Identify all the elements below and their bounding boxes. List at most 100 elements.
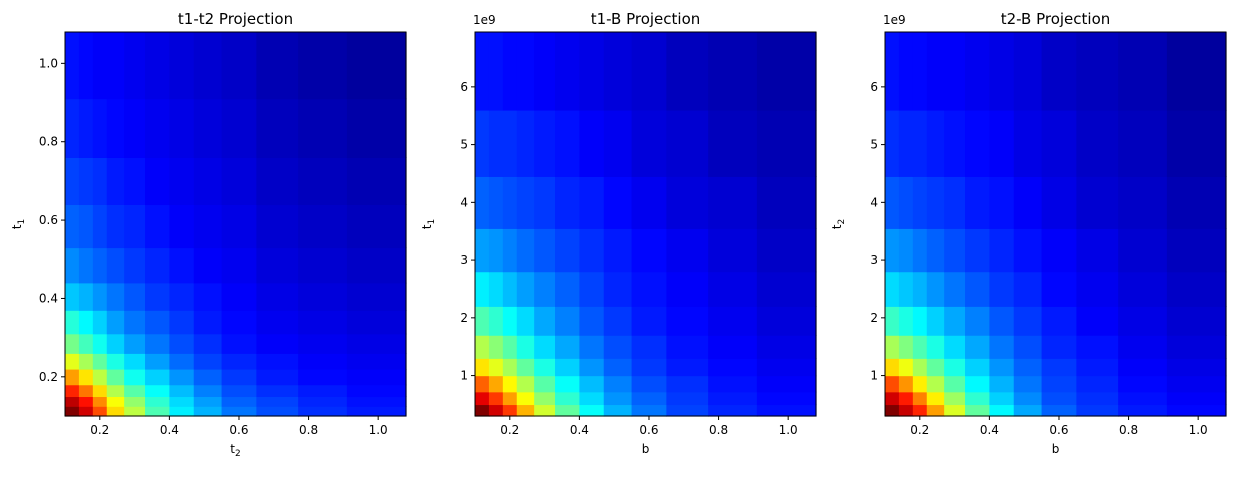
heatmap-cell <box>193 247 223 284</box>
heatmap-cell <box>885 375 900 393</box>
heatmap-cell <box>475 176 490 229</box>
heatmap-cell <box>885 176 900 229</box>
heatmap-cell <box>106 406 125 417</box>
chart-title: t2-B Projection <box>1001 10 1111 28</box>
heatmap-cell <box>756 32 817 111</box>
heatmap-cell <box>603 404 633 417</box>
heatmap-cell <box>1076 375 1119 393</box>
heatmap-cell <box>78 406 94 417</box>
heatmap-cell <box>708 306 758 336</box>
heatmap-cell <box>756 358 817 377</box>
heatmap-cell <box>534 375 556 393</box>
heatmap-cell <box>708 375 758 393</box>
heatmap-cell <box>92 384 108 398</box>
heatmap-cell <box>169 396 195 407</box>
heatmap-cell <box>488 109 504 177</box>
heatmap-cell <box>756 404 817 417</box>
heatmap-cell <box>475 271 490 307</box>
heatmap-cell <box>169 282 195 311</box>
y-tick-label: 2 <box>870 311 878 325</box>
heatmap-cell <box>221 333 257 354</box>
heatmap-cell <box>346 396 407 407</box>
heatmap-cell <box>502 306 518 336</box>
heatmap-cell <box>926 271 945 307</box>
heatmap-cell <box>298 247 348 284</box>
heatmap-cell <box>989 32 1015 111</box>
heatmap-cell <box>516 228 535 273</box>
heatmap-cell <box>912 335 928 359</box>
y-axis-label: t2 <box>830 219 847 229</box>
heatmap-cell <box>256 157 299 206</box>
x-tick-label: 0.2 <box>910 423 929 437</box>
heatmap-cell <box>124 396 146 407</box>
heatmap-cell <box>516 176 535 229</box>
heatmap-cell <box>221 396 257 407</box>
heatmap-cell <box>898 375 914 393</box>
heatmap-cell <box>1013 404 1043 417</box>
heatmap-cell <box>708 176 758 229</box>
heatmap-cell <box>603 109 633 177</box>
heatmap-cell <box>1118 391 1168 406</box>
heatmap-cell <box>1041 391 1077 406</box>
heatmap-cell <box>145 247 170 284</box>
heatmap-cell <box>1166 404 1227 417</box>
heatmap-cell <box>534 32 556 111</box>
heatmap-cell <box>912 32 928 111</box>
heatmap-cell <box>912 375 928 393</box>
heatmap-cell <box>898 358 914 377</box>
heatmap-cell <box>221 247 257 284</box>
heatmap-cell <box>475 404 490 417</box>
heatmap-cell <box>965 335 990 359</box>
heatmap-cell <box>124 98 146 158</box>
heatmap-cell <box>1013 306 1043 336</box>
y-tick-label: 3 <box>870 253 878 267</box>
heatmap-cell <box>516 391 535 406</box>
heatmap-cell <box>1166 306 1227 336</box>
heatmap-cell <box>475 109 490 177</box>
heatmap-cell <box>555 391 580 406</box>
heatmap-cell <box>708 228 758 273</box>
y-tick-label: 6 <box>870 80 878 94</box>
y-tick-label: 0.4 <box>39 291 58 305</box>
heatmap-cell <box>555 32 580 111</box>
heatmap-cell <box>488 375 504 393</box>
heatmap-cell <box>926 391 945 406</box>
heatmap-cell <box>92 333 108 354</box>
heatmap-cell <box>78 384 94 398</box>
heatmap-cell <box>502 358 518 377</box>
heatmap-cell <box>944 109 966 177</box>
x-axis-label: b <box>1052 442 1060 456</box>
heatmap-cell <box>756 335 817 359</box>
heatmap-cell <box>579 306 605 336</box>
heatmap-cell <box>1166 391 1227 406</box>
y-axis-label-subscript: 1 <box>427 219 437 225</box>
heatmap-cell <box>169 310 195 335</box>
y-axis-label: t1 <box>420 219 437 229</box>
heatmap-cell <box>898 404 914 417</box>
heatmap-cell <box>944 375 966 393</box>
heatmap-cell <box>926 375 945 393</box>
heatmap-cell <box>124 353 146 370</box>
heatmap-cell <box>298 282 348 311</box>
heatmap-cell <box>1166 335 1227 359</box>
heatmap-cell <box>926 32 945 111</box>
heatmap-cell <box>92 32 108 100</box>
y-axis-label-main: t <box>420 224 434 229</box>
panel-t1-t2: 0.2 0.4 0.6 0.8 1.0 0.2 0.4 0.6 0.8 1.0 t1-t2 Proj… <box>10 10 407 459</box>
heatmap-cell <box>926 109 945 177</box>
heatmap-cell <box>1118 335 1168 359</box>
heatmap-cell <box>145 32 170 100</box>
heatmap-cell <box>912 306 928 336</box>
heatmap-cell <box>106 353 125 370</box>
heatmap-cell <box>516 375 535 393</box>
heatmap-cell <box>1166 228 1227 273</box>
heatmap-cell <box>965 228 990 273</box>
heatmap-cell <box>65 204 80 249</box>
heatmap-cell <box>298 333 348 354</box>
heatmap-cell <box>488 335 504 359</box>
heatmap-cell <box>1076 335 1119 359</box>
heatmap-cell <box>631 32 667 111</box>
x-tick-label: 0.2 <box>500 423 519 437</box>
y-axis-label-main: t <box>830 224 844 229</box>
